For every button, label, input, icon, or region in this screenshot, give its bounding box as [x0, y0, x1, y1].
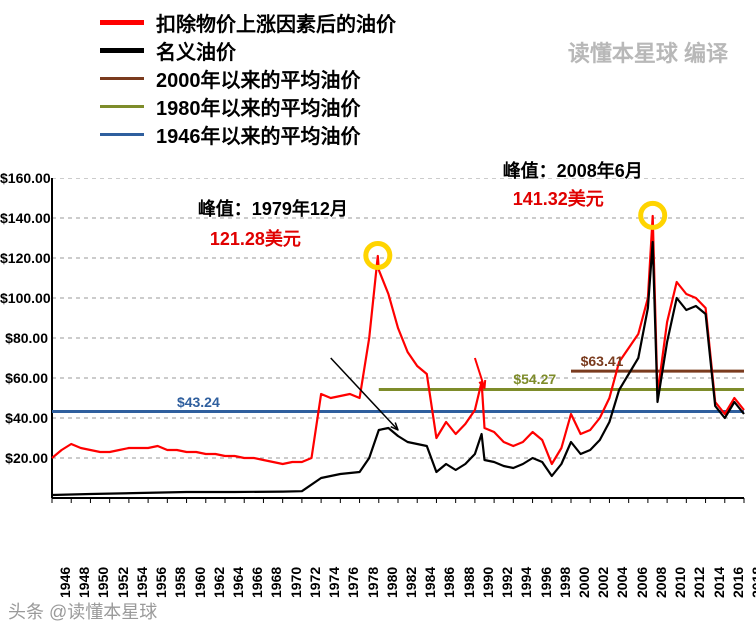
x-tick-label: 1996: [538, 567, 554, 598]
source-credit: 头条 @读懂本星球: [8, 598, 157, 624]
x-tick-label: 2014: [711, 567, 727, 598]
x-tick-label: 1972: [307, 567, 323, 598]
x-tick-label: 1950: [95, 567, 111, 598]
y-tick-label: $140.00: [0, 210, 48, 226]
legend: 扣除物价上涨因素后的油价名义油价2000年以来的平均油价1980年以来的平均油价…: [100, 8, 396, 148]
series-inflation_adjusted: [52, 216, 744, 464]
x-tick-label: 1948: [76, 567, 92, 598]
legend-swatch: [100, 48, 144, 53]
legend-label: 扣除物价上涨因素后的油价: [156, 8, 396, 37]
legend-swatch: [100, 20, 144, 25]
y-tick-label: $160.00: [0, 170, 48, 186]
legend-swatch: [100, 133, 144, 136]
avg-label: $54.27: [513, 371, 556, 387]
avg-label: $63.41: [581, 353, 624, 369]
legend-item: 名义油价: [100, 36, 396, 64]
x-tick-label: 1952: [115, 567, 131, 598]
peak-label: 141.32美元: [513, 185, 604, 211]
x-tick-label: 2008: [653, 567, 669, 598]
x-tick-label: 2012: [691, 567, 707, 598]
x-tick-label: 1956: [153, 567, 169, 598]
x-tick-label: 1978: [365, 567, 381, 598]
y-tick-label: $100.00: [0, 290, 48, 306]
x-tick-label: 1954: [134, 567, 150, 598]
legend-swatch: [100, 77, 144, 80]
chart-area: $20.00 $40.00 $60.00 $80.00 $100.00 $120.00 $1…: [0, 178, 756, 558]
x-tick-label: 1994: [518, 567, 534, 598]
legend-label: 1946年以来的平均油价: [156, 120, 361, 149]
y-tick-label: $120.00: [0, 250, 48, 266]
x-tick-label: 1970: [288, 567, 304, 598]
x-tick-label: 2006: [634, 567, 650, 598]
legend-label: 2000年以来的平均油价: [156, 64, 361, 93]
x-tick-label: 1990: [480, 567, 496, 598]
x-tick-label: 1968: [268, 567, 284, 598]
legend-item: 1946年以来的平均油价: [100, 120, 396, 148]
x-tick-label: 1964: [230, 567, 246, 598]
y-tick-label: $20.00: [0, 450, 48, 466]
x-tick-label: 2004: [614, 567, 630, 598]
x-tick-label: 2010: [672, 567, 688, 598]
x-tick-label: 1986: [441, 567, 457, 598]
legend-label: 1980年以来的平均油价: [156, 92, 361, 121]
legend-swatch: [100, 105, 144, 108]
x-tick-label: 1974: [326, 567, 342, 598]
legend-item: 1980年以来的平均油价: [100, 92, 396, 120]
legend-label: 名义油价: [156, 36, 236, 65]
x-tick-label: 1966: [249, 567, 265, 598]
y-tick-label: $40.00: [0, 410, 48, 426]
peak-label: 峰值：1979年12月: [198, 195, 348, 221]
x-tick-label: 1984: [422, 567, 438, 598]
x-tick-label: 1980: [384, 567, 400, 598]
x-tick-label: 2018: [749, 567, 756, 598]
x-tick-label: 1982: [403, 567, 419, 598]
x-tick-label: 1992: [499, 567, 515, 598]
x-tick-label: 1960: [192, 567, 208, 598]
peak-label: 峰值：2008年6月: [503, 157, 643, 183]
legend-item: 2000年以来的平均油价: [100, 64, 396, 92]
series-nominal: [52, 242, 744, 495]
x-tick-label: 2016: [730, 567, 746, 598]
x-tick-label: 1958: [172, 567, 188, 598]
x-tick-label: 1962: [211, 567, 227, 598]
y-tick-label: $80.00: [0, 330, 48, 346]
avg-label: $43.24: [177, 394, 220, 410]
x-tick-label: 1988: [461, 567, 477, 598]
y-tick-label: $60.00: [0, 370, 48, 386]
x-tick-label: 1998: [557, 567, 573, 598]
x-tick-label: 1946: [57, 567, 73, 598]
x-tick-label: 2002: [595, 567, 611, 598]
legend-item: 扣除物价上涨因素后的油价: [100, 8, 396, 36]
peak-label: 121.28美元: [210, 225, 301, 251]
x-tick-label: 2000: [576, 567, 592, 598]
watermark: 读懂本星球 编译: [568, 36, 728, 68]
x-tick-label: 1976: [345, 567, 361, 598]
